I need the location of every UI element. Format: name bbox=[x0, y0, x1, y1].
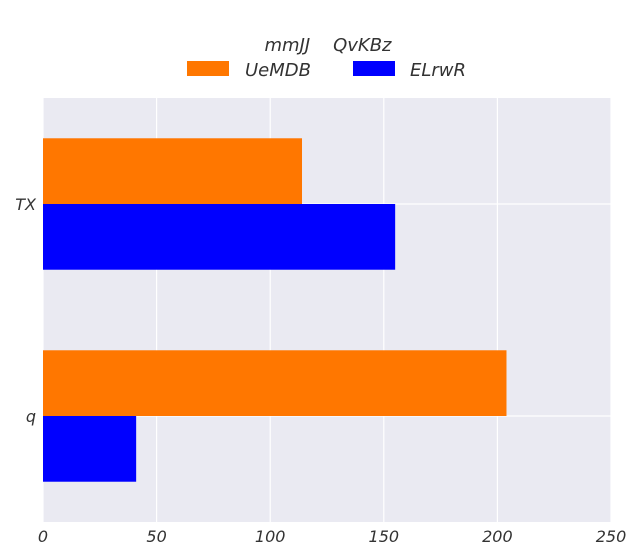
legend-swatch-ueMDB bbox=[187, 61, 229, 76]
x-tick-label: 200 bbox=[482, 527, 513, 546]
x-tick-label: 100 bbox=[255, 527, 286, 546]
bars bbox=[43, 138, 507, 482]
x-tick-label: 50 bbox=[146, 527, 166, 546]
bar-TX-UeMDB bbox=[43, 138, 303, 204]
bar-q-ELrwR bbox=[43, 416, 137, 482]
legend-swatch-elrwr bbox=[353, 61, 395, 76]
x-tick-label: 0 bbox=[38, 527, 48, 546]
y-tick-label: TX bbox=[15, 195, 37, 214]
legend: mmJJ QvKBz UeMDB ELrwR bbox=[187, 35, 466, 81]
legend-label-elrwr: ELrwR bbox=[410, 60, 466, 81]
y-tick-labels: TX q bbox=[15, 195, 37, 426]
x-tick-label: 250 bbox=[596, 527, 627, 546]
y-tick-label: q bbox=[26, 407, 36, 426]
x-tick-label: 150 bbox=[369, 527, 400, 546]
legend-label-ueMDB: UeMDB bbox=[245, 60, 311, 81]
bar-q-UeMDB bbox=[43, 350, 507, 416]
legend-title: mmJJ QvKBz bbox=[265, 35, 393, 56]
bar-TX-ELrwR bbox=[43, 204, 396, 270]
x-tick-labels: 0 50 100 150 200 250 bbox=[38, 527, 626, 546]
